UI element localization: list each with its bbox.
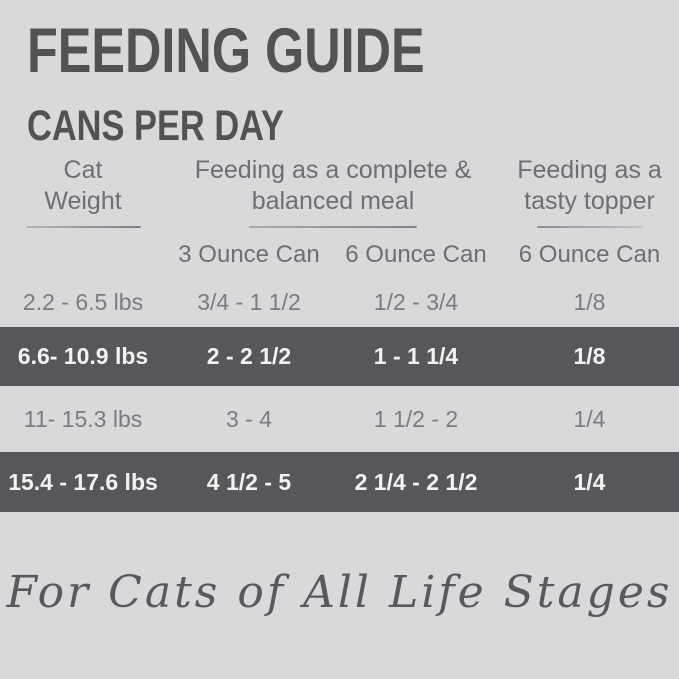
header-underline	[249, 226, 417, 228]
subheader-3oz-can: 3 Ounce Can	[178, 241, 320, 268]
cell-6oz-meal-amount: 1 1/2 - 2	[373, 405, 459, 432]
cell-cat-weight: 15.4 - 17.6 lbs	[8, 468, 158, 495]
column-header-line: Cat	[63, 156, 103, 184]
table-column-headers: Cat Weight Feeding as a complete & balan…	[0, 155, 679, 228]
header-underline	[536, 226, 643, 228]
cell-6oz-meal-amount: 2 1/4 - 2 1/2	[354, 468, 478, 495]
cell-cat-weight: 11- 15.3 lbs	[23, 405, 143, 432]
cell-6oz-meal-amount: 1 - 1 1/4	[373, 343, 459, 369]
cell-cat-weight: 2.2 - 6.5 lbs	[22, 289, 144, 315]
page-title: FEEDING GUIDE	[27, 16, 425, 86]
cell-6oz-topper-amount: 1/4	[573, 468, 606, 495]
column-header-line: Feeding as a complete &	[194, 156, 472, 184]
life-stages-tagline: For Cats of All Life Stages	[6, 567, 673, 618]
cell-cat-weight: 6.6- 10.9 lbs	[17, 343, 149, 369]
cell-6oz-topper-amount: 1/4	[573, 405, 606, 432]
cell-6oz-meal-amount: 1/2 - 3/4	[373, 289, 459, 315]
table-row-highlighted: 15.4 - 17.6 lbs 4 1/2 - 5 2 1/4 - 2 1/2 …	[0, 452, 679, 512]
subheader-6oz-can-topper: 6 Ounce Can	[518, 241, 661, 268]
cell-6oz-topper-amount: 1/8	[573, 343, 606, 369]
cell-6oz-topper-amount: 1/8	[573, 289, 606, 315]
column-header-line: tasty topper	[524, 187, 655, 215]
cell-3oz-amount: 3 - 4	[225, 405, 273, 432]
cell-3oz-amount: 2 - 2 1/2	[206, 343, 292, 369]
title-block: FEEDING GUIDE CANS PER DAY	[27, 20, 524, 148]
table-subheaders: 3 Ounce Can 6 Ounce Can 6 Ounce Can	[0, 241, 679, 269]
page-subtitle: CANS PER DAY	[27, 102, 284, 150]
column-header-cat-weight: Cat Weight	[0, 155, 166, 228]
column-header-complete-meal: Feeding as a complete & balanced meal	[166, 155, 500, 228]
table-row: 11- 15.3 lbs 3 - 4 1 1/2 - 2 1/4	[0, 386, 679, 452]
column-header-line: Weight	[44, 187, 122, 215]
column-header-tasty-topper: Feeding as a tasty topper	[500, 155, 679, 228]
cell-3oz-amount: 3/4 - 1 1/2	[197, 289, 301, 315]
subheader-6oz-can-meal: 6 Ounce Can	[345, 241, 487, 268]
column-header-line: balanced meal	[251, 187, 415, 215]
cell-3oz-amount: 4 1/2 - 5	[206, 468, 292, 495]
header-underline	[25, 226, 141, 228]
table-row-highlighted: 6.6- 10.9 lbs 2 - 2 1/2 1 - 1 1/4 1/8	[0, 327, 679, 386]
table-row: 2.2 - 6.5 lbs 3/4 - 1 1/2 1/2 - 3/4 1/8	[0, 278, 679, 327]
column-header-line: Feeding as a	[517, 156, 662, 184]
